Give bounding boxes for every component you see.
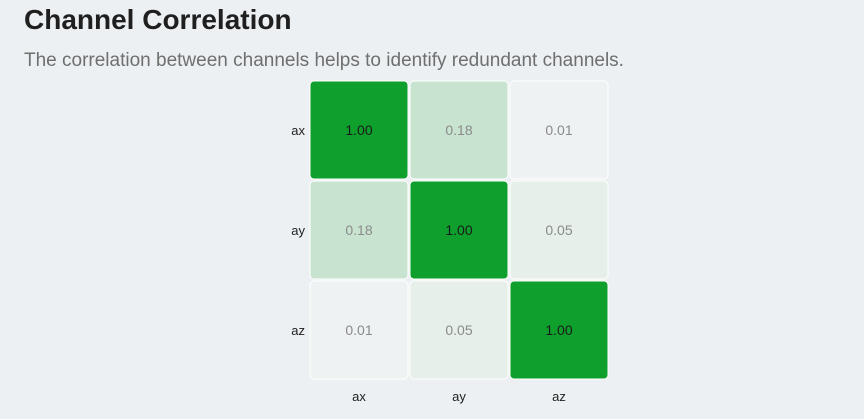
row-label-az: az xyxy=(291,323,305,338)
heatmap-cell-ay-ax xyxy=(309,180,409,280)
heatmap-cell-ax-ay xyxy=(409,80,509,180)
page-subtitle: The correlation between channels helps t… xyxy=(24,50,624,71)
heatmap-cell-az-ax xyxy=(309,280,409,380)
cell-value-label-ax-ay: 0.18 xyxy=(445,122,472,138)
row-label-ay: ay xyxy=(291,223,305,238)
cell-value-label-az-az: 1.00 xyxy=(545,322,572,338)
cell-value-label-ax-ax: 1.00 xyxy=(345,122,372,138)
heatmap-cell-az-ay xyxy=(409,280,509,380)
heatmap-cell-ax-ax xyxy=(309,80,409,180)
page-title: Channel Correlation xyxy=(24,4,292,35)
cell-value-label-az-ax: 0.01 xyxy=(345,322,372,338)
heatmap-cell-ay-ay xyxy=(409,180,509,280)
cell-value-label-ay-ax: 0.18 xyxy=(345,222,372,238)
cell-value-label-ax-az: 0.01 xyxy=(545,122,572,138)
heatmap-cell-az-az xyxy=(509,280,609,380)
cell-value-label-ay-ay: 1.00 xyxy=(445,222,472,238)
cell-value-label-az-ay: 0.05 xyxy=(445,322,472,338)
cell-value-label-ay-az: 0.05 xyxy=(545,222,572,238)
column-label-ay: ay xyxy=(452,389,466,404)
heatmap-cell-ax-az xyxy=(509,80,609,180)
row-label-ax: ax xyxy=(291,123,305,138)
column-label-az: az xyxy=(552,389,566,404)
column-label-ax: ax xyxy=(352,389,366,404)
heatmap-cell-ay-az xyxy=(509,180,609,280)
